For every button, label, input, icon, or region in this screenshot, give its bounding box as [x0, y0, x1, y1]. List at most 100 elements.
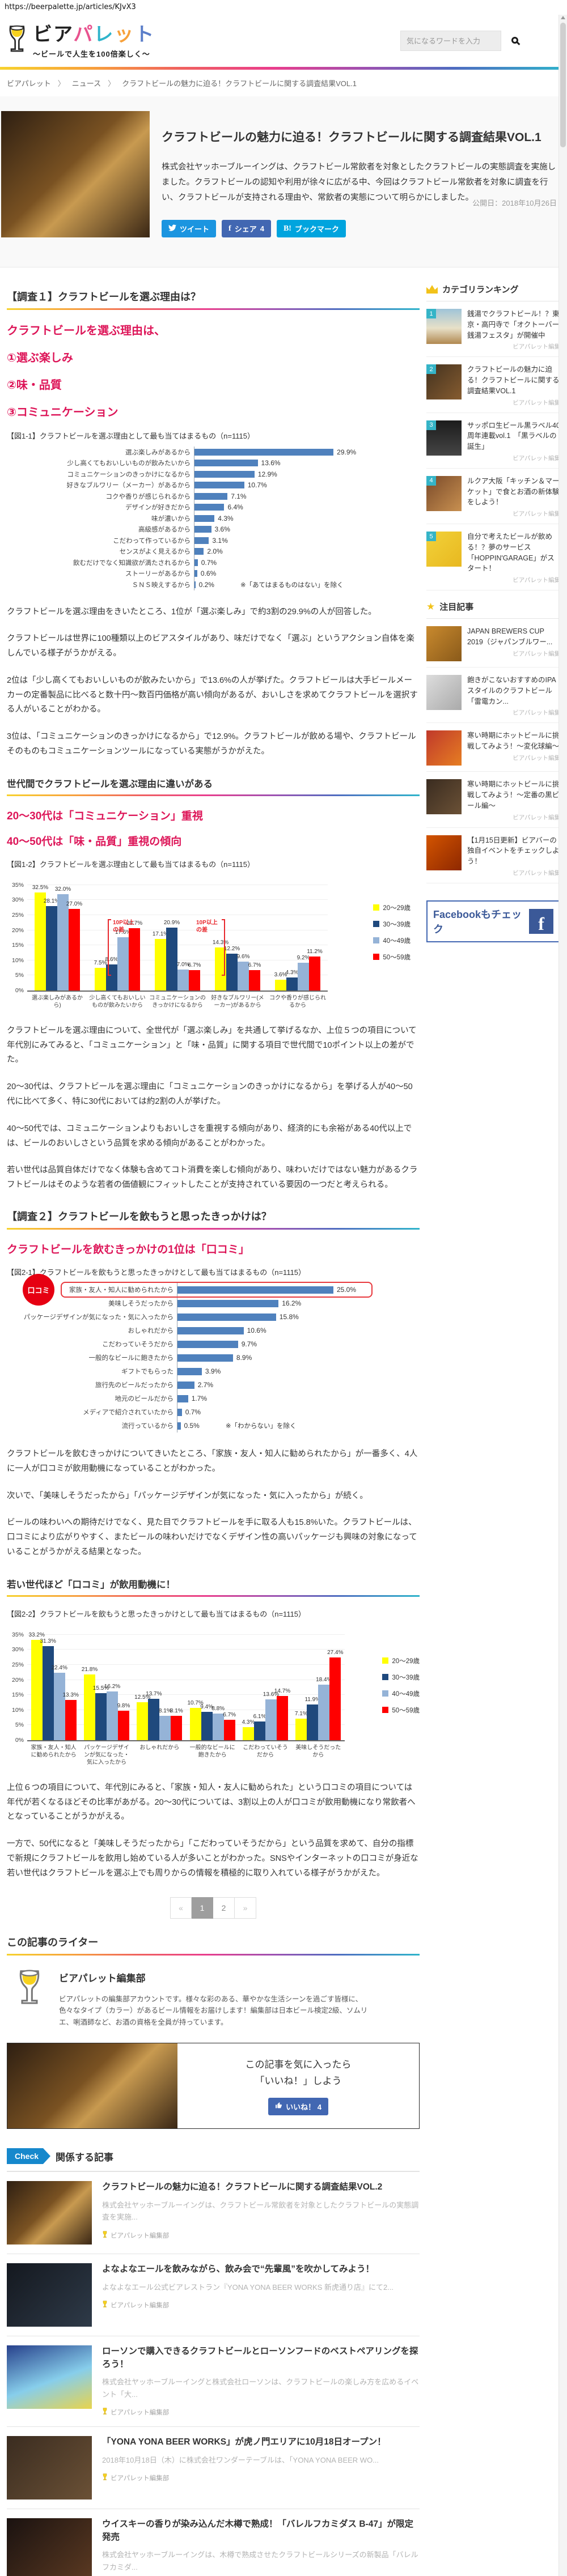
heading-underline: [7, 308, 420, 310]
bar-group: 21.8% 15.5% 16.2% 9.8%: [80, 1636, 133, 1740]
ranking-item-1[interactable]: 1 銭湯でクラフトビール！？東京・高円寺で「オクトーバー銭湯フェスタ」が開催中ビ…: [426, 301, 560, 358]
survey2-heading: 【調査２】クラフトビールを飲もうと思ったきっかけは？: [7, 1211, 272, 1223]
bar: 13.7%: [146, 1691, 162, 1740]
pagination-page-1[interactable]: 1: [192, 1897, 213, 1919]
logo-tagline: ～ビールで人生を100倍楽しく～: [33, 49, 150, 58]
writer-name[interactable]: ビアパレット編集部: [59, 1973, 146, 1984]
related-article[interactable]: ローソンで購入できるクラフトビールとローソンフードのベストペアリングを探ろう！ …: [7, 2336, 420, 2428]
bar: 28.1%: [44, 898, 60, 991]
bar: [194, 504, 225, 511]
bar: [177, 1299, 279, 1307]
chart-caption: 【図2-1】クラフトビールを飲もうと思ったきっかけとして最も当てはまるもの（n=…: [7, 1268, 306, 1277]
paragraph: 上位６つの項目について、年代別にみると、「家族・知人・友人に勧められた」という口…: [7, 1783, 416, 1822]
bar: [177, 1408, 182, 1416]
ranking-item-4[interactable]: 4 ルクア大阪「キッチン＆マーケット」で食とお酒の新体験をしよう！ ビアパレット編…: [426, 469, 560, 524]
check-badge[interactable]: Check: [7, 2148, 51, 2165]
related-article[interactable]: よなよなエールを飲みながら、飲み会で“先輩風”を吹かしてみよう！ よなよなエール…: [7, 2254, 420, 2337]
scroll-up-arrow[interactable]: [561, 16, 565, 19]
bar-row: こだわって作っているから 3.1%: [7, 535, 420, 546]
pagination-prev[interactable]: «: [170, 1897, 192, 1919]
related-thumbnail: [7, 2263, 92, 2327]
bar: [177, 1381, 194, 1389]
beer-icon: [102, 2300, 108, 2310]
ranking-thumbnail: 3: [426, 420, 462, 456]
paragraph: クラフトビールを選ぶ理由について、全世代が「選ぶ楽しみ」を共通して挙げるなか、上…: [7, 1026, 417, 1065]
related-author: ビアパレット編集部: [111, 2475, 170, 2483]
featured-item-4[interactable]: 寒い時期にホットビールに挑戦してみよう！～定番の黒ビール編～ ビアパレット編集: [426, 772, 560, 828]
bar: 15.5%: [93, 1685, 109, 1740]
featured-thumbnail: [426, 779, 462, 815]
bar-group: 7.5% 8.6% 17.6% 20.7%: [87, 886, 147, 991]
ranking-item-5[interactable]: 5 自分で考えたビールが飲める！？夢のサービス「HOPPIN'GARAGE」がス…: [426, 524, 560, 590]
article-title: クラフトビールの魅力に迫る！クラフトビールに関する調査結果VOL.1: [162, 131, 541, 144]
site-logo[interactable]: ビアパレット ～ビールで人生を100倍楽しく～: [6, 23, 155, 59]
bar: 17.1%: [153, 931, 168, 991]
featured-item-2[interactable]: 飽きがこないおすすめのIPAスタイルのクラフトビール「雷電カン... ビアパレット…: [426, 668, 560, 724]
pagination-page-2[interactable]: 2: [213, 1897, 235, 1919]
pagination-next[interactable]: »: [235, 1897, 256, 1919]
related-thumbnail: [7, 2518, 92, 2576]
scrollbar[interactable]: [558, 15, 567, 2576]
rank-badge: 5: [426, 532, 436, 541]
bar: 4.3%: [286, 970, 298, 991]
paragraph: クラフトビールを選ぶ理由をきいたところ、1位が「選ぶ楽しみ」で約3割の29.9%…: [7, 607, 376, 617]
featured-item-3[interactable]: 寒い時期にホットビールに挑戦してみよう！～変化球編～ ビアパレット編集: [426, 723, 560, 772]
article-hero-image: [1, 111, 150, 237]
featured-heading: ★ 注目記事: [426, 594, 560, 619]
paragraph: 3位は、「コミュニケーションのきっかけになるから」で12.9%。クラフトビールが…: [7, 732, 416, 756]
bar-group: 14.3% 12.2% 9.6% 6.7%: [208, 886, 268, 991]
bar-row: 一般的なビールに飽きたから 8.9%: [7, 1351, 420, 1365]
facebook-like-button[interactable]: いいね！ 4: [268, 2097, 328, 2115]
survey1-point: クラフトビールを選ぶ理由は、: [7, 325, 166, 337]
related-article[interactable]: 「YONA YONA BEER WORKS」が虎ノ門エリアに10月18日オープン…: [7, 2427, 420, 2510]
featured-item-5[interactable]: 【1月15日更新】ビアバーの独自イベントをチェックしよう！ ビアパレット編集: [426, 828, 560, 883]
hatena-bookmark-button[interactable]: B! ブックマーク: [276, 220, 346, 237]
related-author: ビアパレット編集部: [111, 2409, 170, 2417]
article-body: 【調査１】クラフトビールを選ぶ理由は？ クラフトビールを選ぶ理由は、 ①選ぶ楽し…: [7, 273, 420, 2576]
related-thumbnail: [7, 2181, 92, 2245]
writer-section-heading: この記事のライター: [7, 1936, 99, 1948]
ranking-heading: カテゴリランキング: [426, 277, 560, 301]
bar: [177, 1395, 188, 1402]
paragraph: 20～30代は、クラフトビールを選ぶ理由に「コミュニケーションのきっかけになるか…: [7, 1082, 413, 1107]
related-section-heading: Check 関係する記事: [7, 2148, 420, 2173]
paragraph: クラフトビールは世界に100種類以上のビアスタイルがあり、味だけでなく「選ぶ」と…: [7, 634, 414, 658]
search-icon: [511, 36, 518, 44]
search-button[interactable]: [508, 33, 522, 49]
ranking-item-2[interactable]: 2 クラフトビールの魅力に迫る！クラフトビールに関する調査結果VOL.1 ビアパレ…: [426, 357, 560, 413]
bar: 20.7%: [126, 920, 142, 991]
facebook-share-button[interactable]: f シェア 4: [222, 220, 271, 237]
bar: 20.9%: [164, 920, 180, 991]
bar: 32.5%: [32, 885, 48, 991]
bar-row: 流行っているから 0.5% ※「わからない」を除く: [7, 1419, 420, 1433]
kuchikomi-badge: 口コミ: [23, 1274, 54, 1306]
tweet-button[interactable]: ツイート: [162, 220, 217, 237]
ranking-item-3[interactable]: 3 サッポロ生ビール黒ラベル40周年連載vol.1 「黒ラベルの誕生」 ビアパレッ…: [426, 413, 560, 469]
featured-item-1[interactable]: JAPAN BREWERS CUP 2019（ジャパンブルワー... ビアパレット…: [426, 619, 560, 668]
bar: 18.4%: [316, 1677, 332, 1740]
bar-group: 10.7% 9.4% 8.8% 6.7%: [186, 1636, 239, 1740]
breadcrumb-separator: 〉: [57, 79, 65, 88]
bar: [194, 570, 197, 577]
bar: 21.8%: [82, 1667, 98, 1740]
bar: [194, 581, 196, 588]
search-input[interactable]: [400, 31, 501, 51]
bar: [194, 526, 211, 533]
facebook-banner[interactable]: Facebookもチェック f: [426, 900, 560, 942]
ranking-thumbnail: 4: [426, 475, 462, 511]
related-article[interactable]: ウイスキーの香りが染み込んだ木樽で熟成！「バレルフカミダス B-47」が限定発売…: [7, 2509, 420, 2576]
paragraph: クラフトビールを飲むきっかけについてきいたところ、「家族・友人・知人に勧められた…: [7, 1449, 418, 1473]
breadcrumb-news[interactable]: ニュース: [71, 79, 101, 88]
survey2-red-head: クラフトビールを飲むきっかけの1位は「口コミ」: [7, 1244, 249, 1256]
bar: [194, 559, 198, 566]
site-header: ビアパレット ～ビールで人生を100倍楽しく～: [0, 15, 567, 67]
related-article[interactable]: クラフトビールの魅力に迫る！クラフトビールに関する調査結果VOL.2 株式会社ヤ…: [7, 2172, 420, 2255]
bar: [177, 1327, 244, 1334]
bar-row: 地元のビールだから 1.7%: [7, 1392, 420, 1406]
survey1-red-head: 40～50代は「味・品質」重視の傾向: [7, 835, 182, 848]
scrollbar-thumb[interactable]: [560, 23, 566, 147]
bar: [194, 448, 334, 456]
bar-row: 味が濃いから 4.3%: [7, 513, 420, 524]
bar: [177, 1367, 202, 1375]
breadcrumb-home[interactable]: ビアパレット: [7, 79, 51, 88]
